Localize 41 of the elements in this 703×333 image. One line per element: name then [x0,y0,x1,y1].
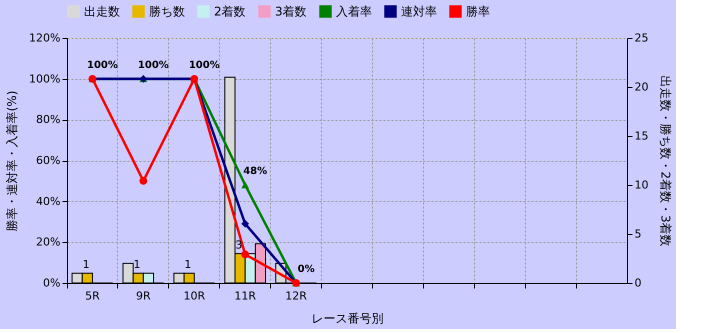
legend-label: 勝率 [466,4,490,19]
x-tick-label: 5R [85,290,100,302]
y-tick-label: 0% [43,276,60,290]
y-tick-label: 40% [36,194,60,208]
legend-label: 3着数 [275,4,307,19]
point [139,177,148,185]
data-label: 1 [82,258,90,272]
y2-tick-label: 20 [634,80,648,94]
y2-tick-label: 5 [634,228,642,240]
legend-label: 2着数 [214,4,246,19]
point [241,220,250,228]
data-label: 48% [243,166,268,177]
data-label: 0% [298,264,315,275]
data-label: 100% [188,60,220,71]
y-axis-title: 勝率・連対率・入着率(%) [5,90,20,232]
y-tick-label: 60% [36,154,60,167]
y-tick-label: 120% [29,32,60,44]
legend-label: 入着率 [336,4,372,19]
legend-label: 出走数 [84,4,120,19]
y-tick-label: 100% [29,72,60,86]
data-label: 100% [138,60,169,71]
point [241,182,250,188]
y2-tick-label: 15 [634,130,648,142]
data-label: 3 [235,238,242,252]
y2-tick-label: 0 [634,276,642,290]
data-label: 100% [87,60,118,71]
x-tick-label: 11R [234,290,256,302]
y-tick-label: 20% [36,236,60,249]
y2-tick-label: 10 [634,178,648,192]
x-axis-title: レース番号別 [312,312,384,326]
y2-axis-title: 出走数・勝ち数・2着数・3着数 [658,75,672,247]
y2-tick-label: 25 [634,32,648,44]
x-tick-label: 12R [285,290,308,302]
data-label: 1 [134,258,140,272]
legend-label: 連対率 [401,4,437,19]
data-label: 1 [184,258,192,272]
point [241,250,250,258]
y-tick-label: 80% [36,113,60,126]
x-tick-label: 10R [183,290,206,302]
legend-label: 勝ち数 [149,4,185,19]
x-tick-label: 9R [136,290,152,302]
